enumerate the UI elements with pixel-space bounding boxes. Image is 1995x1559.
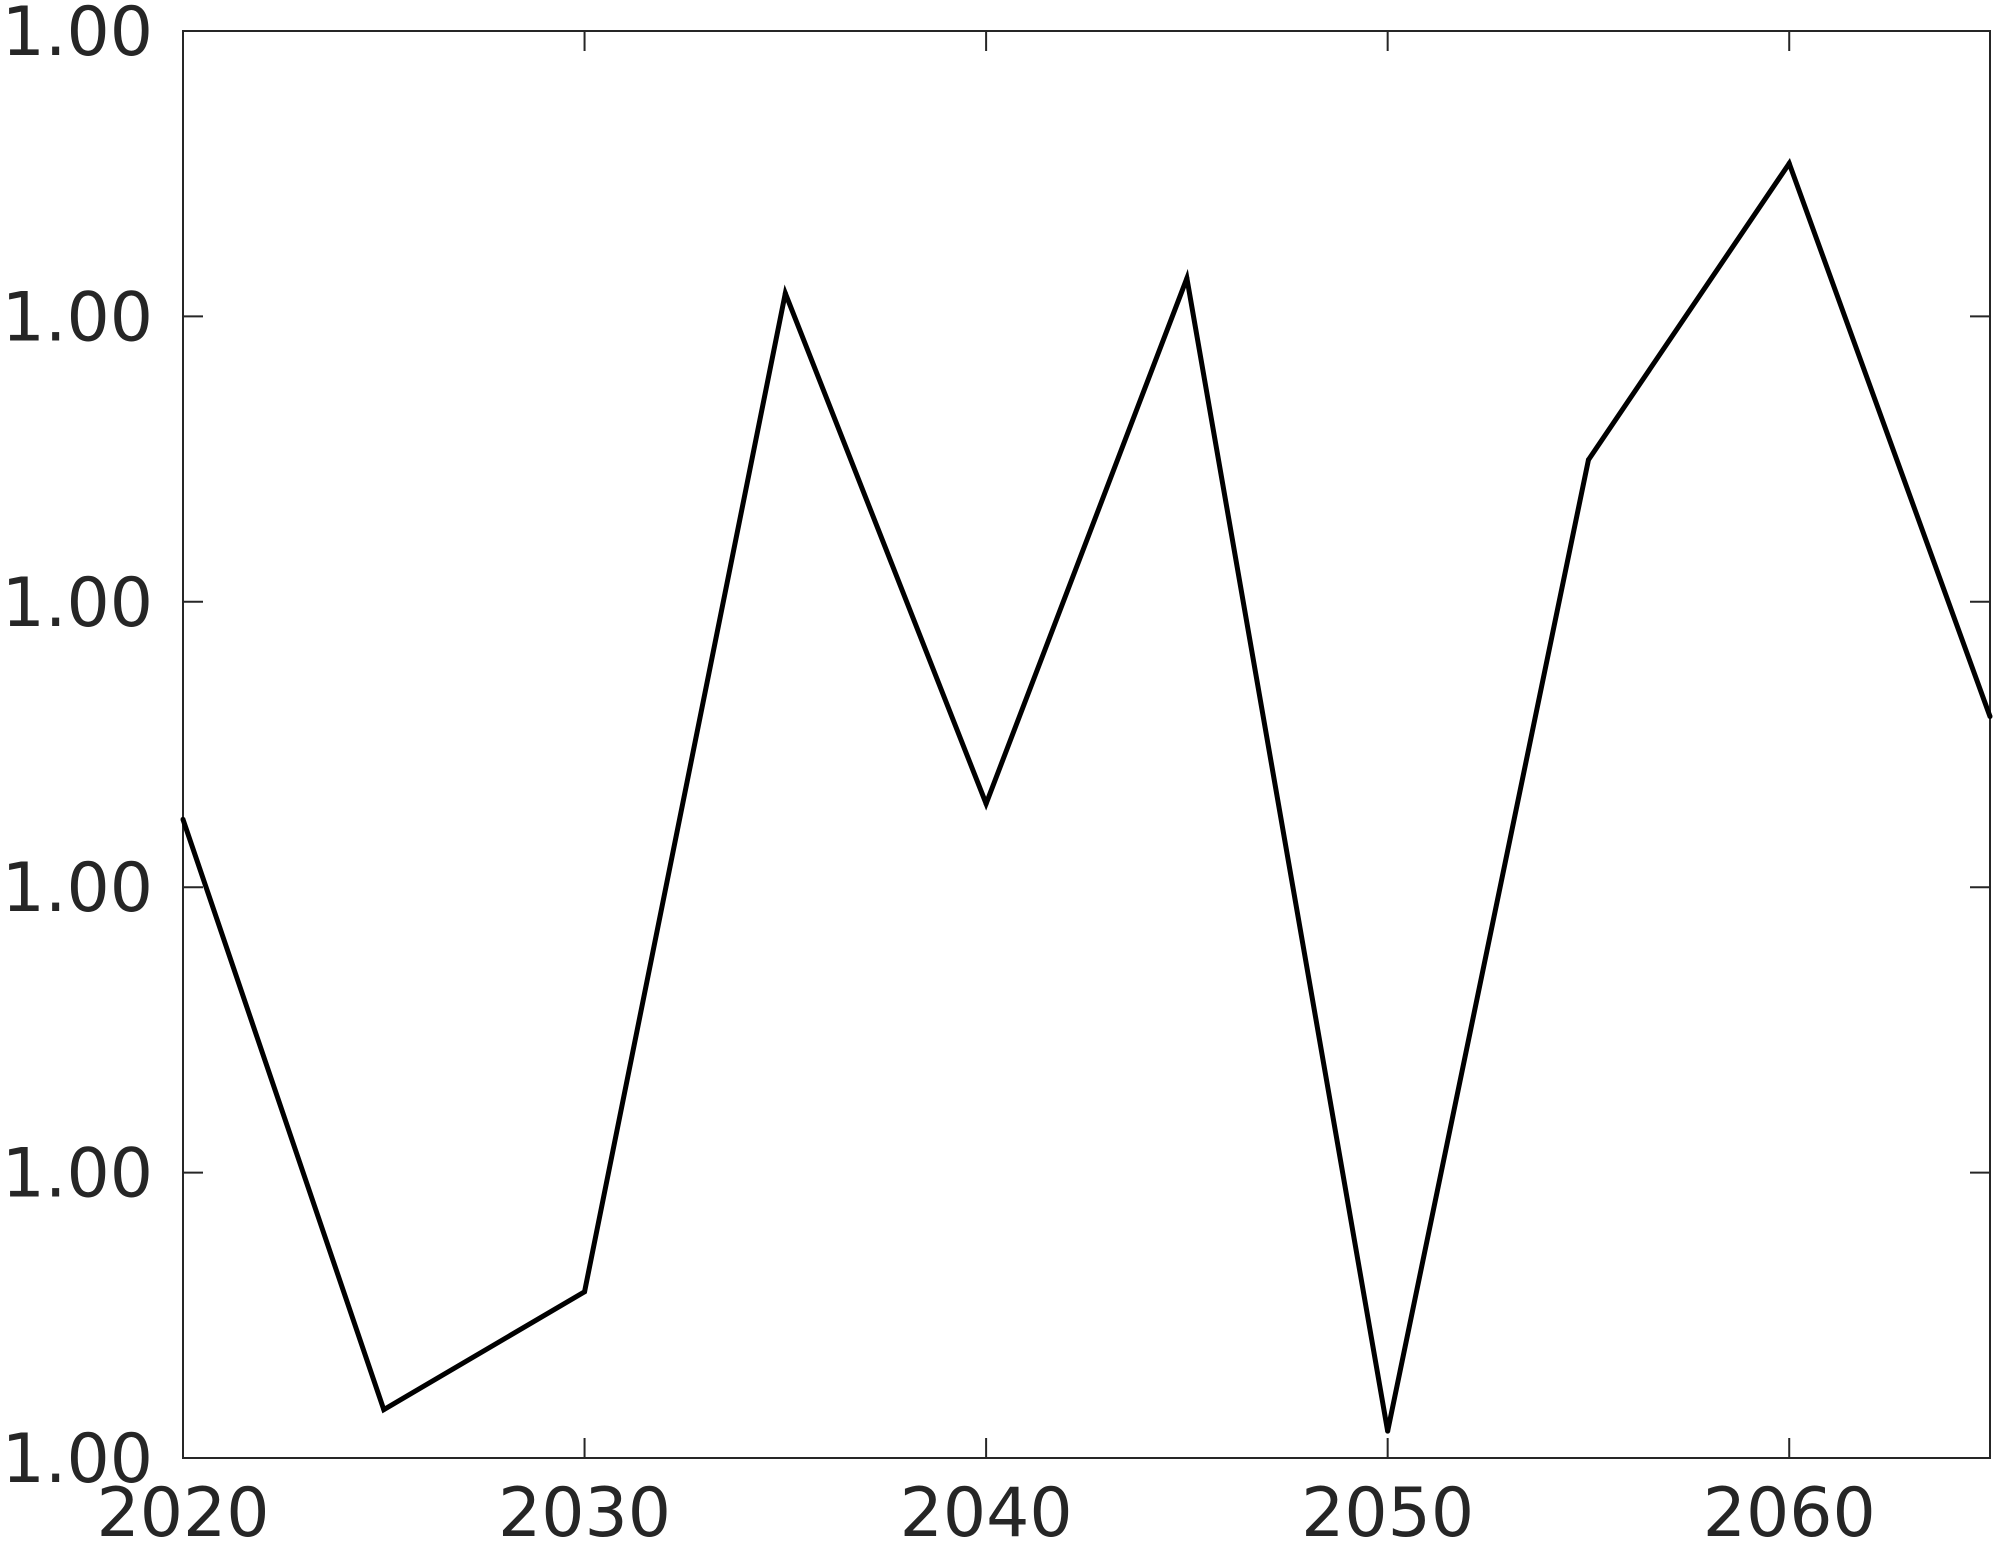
y-tick-label: 1.00 [2, 1420, 153, 1499]
data-point [1585, 457, 1591, 463]
x-tick-label: 2040 [900, 1474, 1073, 1553]
data-point [1385, 1428, 1391, 1434]
x-tick-label: 2030 [498, 1474, 671, 1553]
plot-frame [182, 30, 1991, 1459]
data-point [381, 1407, 387, 1413]
data-point [983, 801, 989, 807]
data-point [782, 290, 788, 296]
data-point [1987, 714, 1993, 720]
y-tick-label: 1.00 [2, 1135, 153, 1214]
x-tick-label: 2060 [1703, 1474, 1876, 1553]
x-tick-label: 2050 [1301, 1474, 1474, 1553]
data-point [1184, 275, 1190, 281]
y-tick-label: 1.00 [2, 564, 153, 643]
y-tick-label: 1.00 [2, 0, 153, 72]
data-point [1786, 160, 1792, 166]
x-tick-label: 2020 [96, 1474, 269, 1553]
y-tick-label: 1.00 [2, 849, 153, 928]
data-point [180, 816, 186, 822]
y-tick-label: 1.00 [2, 278, 153, 357]
series-line [180, 157, 1993, 1432]
data-point [582, 1289, 588, 1295]
